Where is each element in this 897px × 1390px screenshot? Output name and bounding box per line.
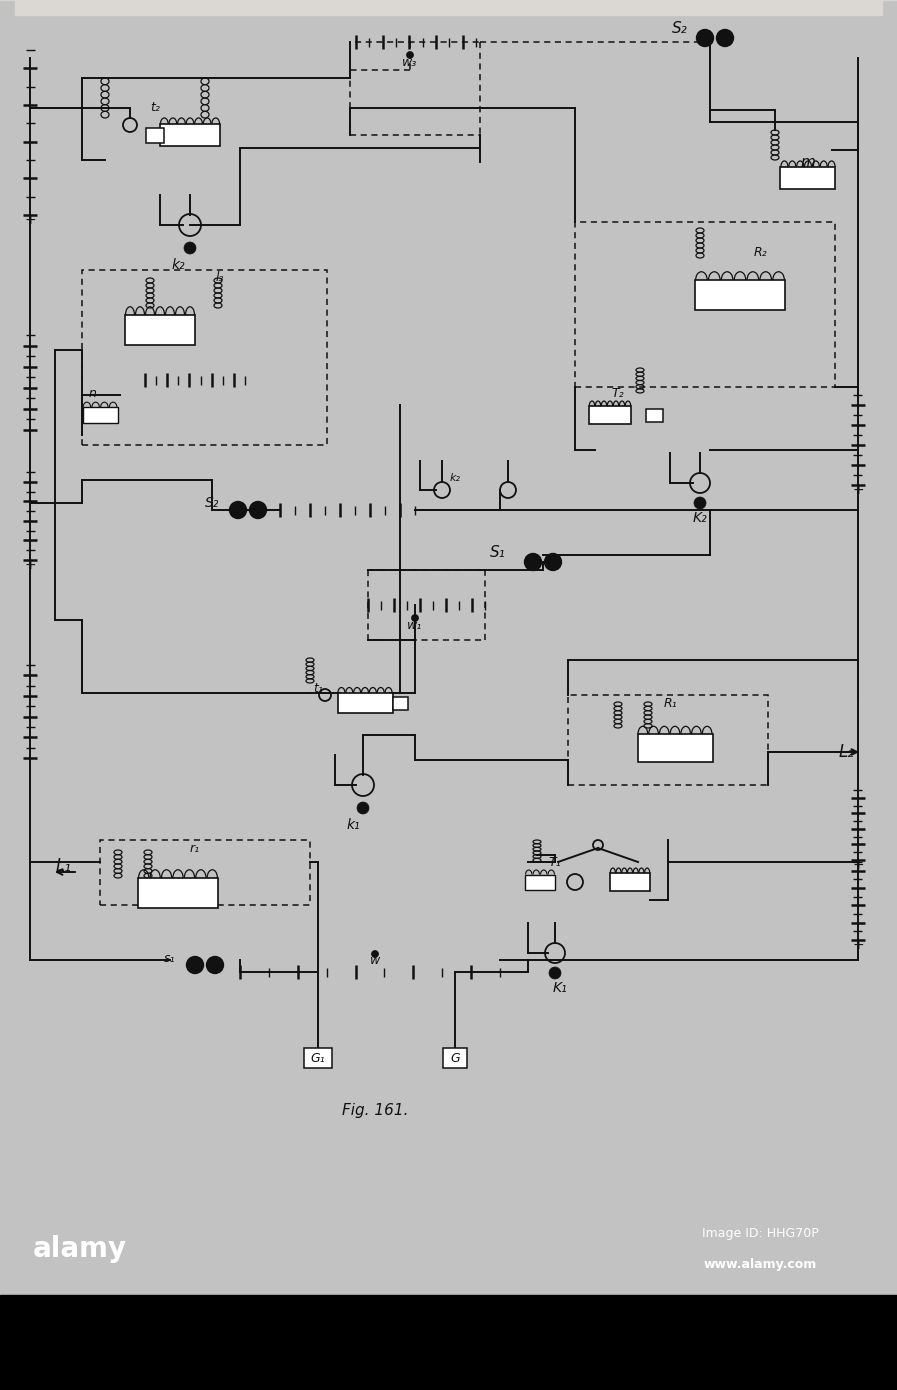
Text: k₂: k₂ — [171, 259, 185, 272]
Text: K₁: K₁ — [553, 981, 568, 995]
Bar — [589, 406, 631, 424]
Circle shape — [187, 956, 204, 973]
Bar — [393, 696, 407, 709]
Bar — [100, 840, 310, 905]
Bar — [525, 874, 555, 890]
Text: t₁: t₁ — [313, 681, 323, 695]
Bar — [695, 279, 785, 310]
Text: G₁: G₁ — [310, 1051, 326, 1065]
Bar — [780, 167, 835, 189]
Text: L₂: L₂ — [838, 744, 854, 760]
Text: l₃: l₃ — [216, 271, 224, 284]
Bar — [138, 878, 218, 908]
Text: Fig. 161.: Fig. 161. — [342, 1102, 408, 1118]
Text: m: m — [800, 154, 815, 170]
Bar — [0, 1295, 897, 1390]
Text: t₂: t₂ — [150, 100, 160, 114]
Text: L₁: L₁ — [55, 858, 71, 874]
Circle shape — [549, 967, 561, 979]
Text: Image ID: HHG70P: Image ID: HHG70P — [701, 1227, 818, 1240]
Bar — [568, 695, 768, 785]
Text: n: n — [88, 386, 96, 399]
Circle shape — [406, 51, 414, 58]
Circle shape — [412, 614, 419, 621]
Bar — [638, 734, 712, 762]
Text: +: + — [852, 938, 864, 952]
Circle shape — [525, 553, 542, 570]
Text: www.alamy.com: www.alamy.com — [703, 1258, 816, 1270]
Text: r₁: r₁ — [190, 841, 200, 855]
Circle shape — [717, 29, 734, 46]
Bar — [82, 270, 327, 445]
Text: w: w — [370, 954, 380, 966]
Circle shape — [206, 956, 223, 973]
Bar — [610, 873, 650, 891]
Bar — [337, 694, 393, 713]
Text: s₁: s₁ — [164, 952, 176, 965]
Bar — [443, 1048, 467, 1068]
Circle shape — [694, 498, 706, 509]
Text: +: + — [24, 213, 36, 227]
Text: +: + — [852, 482, 864, 498]
Text: S₂: S₂ — [672, 21, 688, 36]
Text: +: + — [24, 557, 36, 573]
Bar — [647, 409, 664, 421]
Text: S₂: S₂ — [205, 496, 219, 510]
Text: S₁: S₁ — [490, 545, 506, 560]
Text: G: G — [450, 1051, 460, 1065]
Text: R₁: R₁ — [663, 696, 677, 709]
Circle shape — [371, 951, 379, 958]
Text: T₂: T₂ — [612, 386, 624, 399]
Text: k₂: k₂ — [449, 473, 460, 482]
Text: w₃: w₃ — [403, 56, 418, 68]
Circle shape — [249, 502, 266, 518]
Text: k₁: k₁ — [346, 817, 360, 833]
Text: K₂: K₂ — [692, 512, 708, 525]
Text: +: + — [852, 858, 864, 872]
Circle shape — [230, 502, 247, 518]
Bar — [83, 407, 118, 423]
Bar — [125, 316, 195, 345]
Text: T₁: T₁ — [549, 855, 562, 869]
Circle shape — [357, 802, 369, 815]
Circle shape — [696, 29, 713, 46]
Bar — [304, 1048, 332, 1068]
Circle shape — [544, 553, 562, 570]
Text: w₁: w₁ — [407, 619, 422, 631]
Bar — [146, 128, 164, 143]
Circle shape — [184, 242, 196, 254]
Bar — [575, 222, 835, 386]
Bar — [160, 124, 220, 146]
Text: R₂: R₂ — [753, 246, 767, 259]
Text: alamy: alamy — [33, 1236, 127, 1264]
